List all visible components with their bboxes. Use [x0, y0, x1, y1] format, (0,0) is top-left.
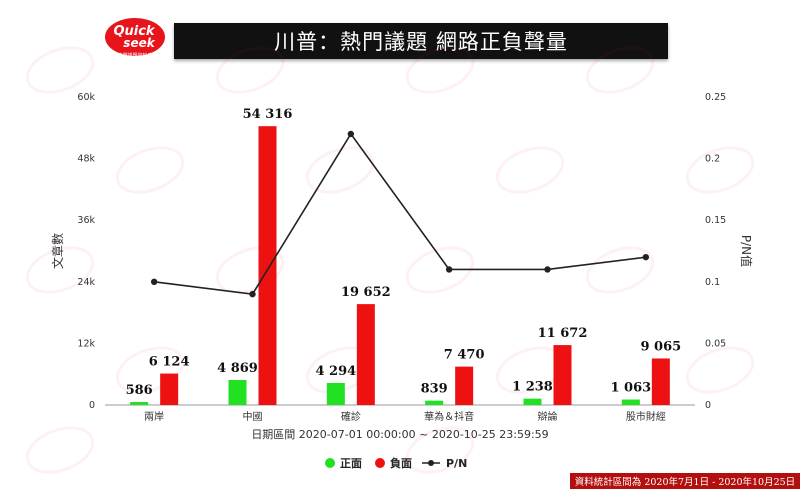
bar-negative-label: 9 065: [640, 339, 681, 354]
bar-negative-label: 54 316: [243, 107, 293, 122]
bar-positive: [523, 398, 542, 405]
watermark-6: [495, 146, 565, 194]
watermark-12: [115, 346, 185, 394]
y2-tick-label: 0: [705, 400, 711, 411]
bar-positive-label: 4 294: [315, 364, 356, 379]
pn-point: [150, 278, 158, 285]
category-label: 確診: [341, 410, 361, 423]
watermark-8: [25, 246, 95, 294]
y-tick-label: 48k: [77, 154, 95, 165]
y-tick-label: 60k: [77, 92, 95, 103]
bar-negative: [553, 345, 572, 405]
bar-positive-label: 586: [126, 383, 153, 398]
footer-note: 資料統計區間為 2020年7月1日 - 2020年10月25日: [574, 477, 796, 488]
legend-label: 正面: [340, 457, 362, 470]
watermark-11: [585, 246, 655, 294]
chart-title-bar: 川普：熱門議題 網路正負聲量: [174, 23, 668, 59]
watermark-17: [405, 426, 475, 474]
bar-negative: [651, 358, 670, 405]
legend-swatch: [325, 458, 335, 468]
logo-sub-text: seek: [123, 36, 155, 50]
legend-label: P/N: [446, 457, 467, 470]
legend-line-marker: [428, 460, 434, 466]
y-tick-label: 0: [89, 400, 95, 411]
quickseek-logo: Quick seek 熱門議題資料庫: [105, 18, 165, 59]
watermark-16: [25, 426, 95, 474]
category-label: 辯論: [538, 410, 558, 423]
pn-line: [154, 132, 646, 295]
bars: [130, 126, 670, 406]
watermark-3: [585, 46, 655, 94]
bar-value-labels: 586 6 124 4 869 54 316 4 294 19 652 839 7 470 1 …: [126, 107, 682, 398]
bar-positive: [621, 399, 640, 405]
bar-positive-label: 839: [421, 382, 448, 397]
x-axis-title: 日期區間 2020-07-01 00:00:00 ~ 2020-10-25 23…: [251, 428, 548, 441]
bar-negative-label: 19 652: [341, 285, 391, 300]
pn-point: [544, 266, 551, 273]
bar-positive-label: 4 869: [217, 361, 258, 376]
y-tick-label: 12k: [77, 338, 95, 349]
category-label: 華為＆抖音: [424, 410, 474, 423]
bar-negative-label: 7 470: [444, 348, 485, 363]
y2-axis-title: P/N值: [739, 235, 754, 267]
pn-line-series: [150, 130, 650, 298]
watermark-2: [405, 46, 475, 94]
y2-tick-label: 0.1: [705, 277, 720, 288]
logo-main-text: Quick: [113, 24, 155, 39]
category-label: 兩岸: [144, 411, 164, 423]
watermark-15: [685, 346, 755, 394]
bar-positive: [228, 380, 247, 405]
pn-point: [249, 290, 256, 298]
pn-point: [642, 253, 650, 261]
bar-negative: [258, 126, 277, 406]
category-label: 股市財經: [626, 410, 666, 423]
category-label: 中國: [243, 410, 263, 423]
watermark-4: [115, 146, 185, 194]
bar-negative: [455, 366, 474, 405]
bar-positive-label: 1 238: [512, 380, 553, 395]
watermark-5: [305, 146, 375, 194]
bar-negative-label: 11 672: [538, 326, 588, 341]
pn-point: [347, 130, 355, 138]
watermark-0: [25, 46, 95, 94]
legend-label: 負面: [390, 456, 412, 470]
y-tick-label: 24k: [77, 277, 95, 288]
left-axis-ticks: 0 12k 24k 36k 48k 60k: [77, 92, 95, 411]
y2-tick-label: 0.25: [705, 92, 726, 103]
bar-positive: [425, 400, 444, 405]
bar-positive: [326, 382, 345, 405]
footer-note-bar: 資料統計區間為 2020年7月1日 - 2020年10月25日: [570, 473, 800, 489]
y-axis-title: 文章數: [50, 233, 65, 269]
right-axis-ticks: 0 0.05 0.1 0.15 0.2 0.25: [705, 92, 726, 411]
category-labels: 兩岸 中國 確診 華為＆抖音 辯論 股市財經: [144, 410, 666, 423]
chart-title: 川普：熱門議題 網路正負聲量: [274, 30, 568, 54]
watermark-7: [685, 146, 755, 194]
logo-tagline: 熱門議題資料庫: [117, 52, 152, 59]
pn-point: [445, 266, 453, 273]
y2-tick-label: 0.05: [705, 338, 726, 349]
bar-negative: [160, 373, 179, 405]
bar-positive: [130, 401, 149, 405]
watermark-9: [215, 246, 285, 294]
y-tick-label: 36k: [77, 215, 95, 226]
bar-negative-label: 6 124: [149, 355, 190, 370]
legend-swatch: [375, 458, 385, 468]
y2-tick-label: 0.2: [705, 154, 720, 165]
y2-tick-label: 0.15: [705, 215, 726, 226]
bar-positive-label: 1 063: [610, 381, 651, 396]
bar-negative: [356, 304, 375, 405]
legend: 正面 負面 P/N: [325, 456, 467, 470]
watermark-1: [215, 46, 285, 94]
watermark-10: [405, 246, 475, 294]
